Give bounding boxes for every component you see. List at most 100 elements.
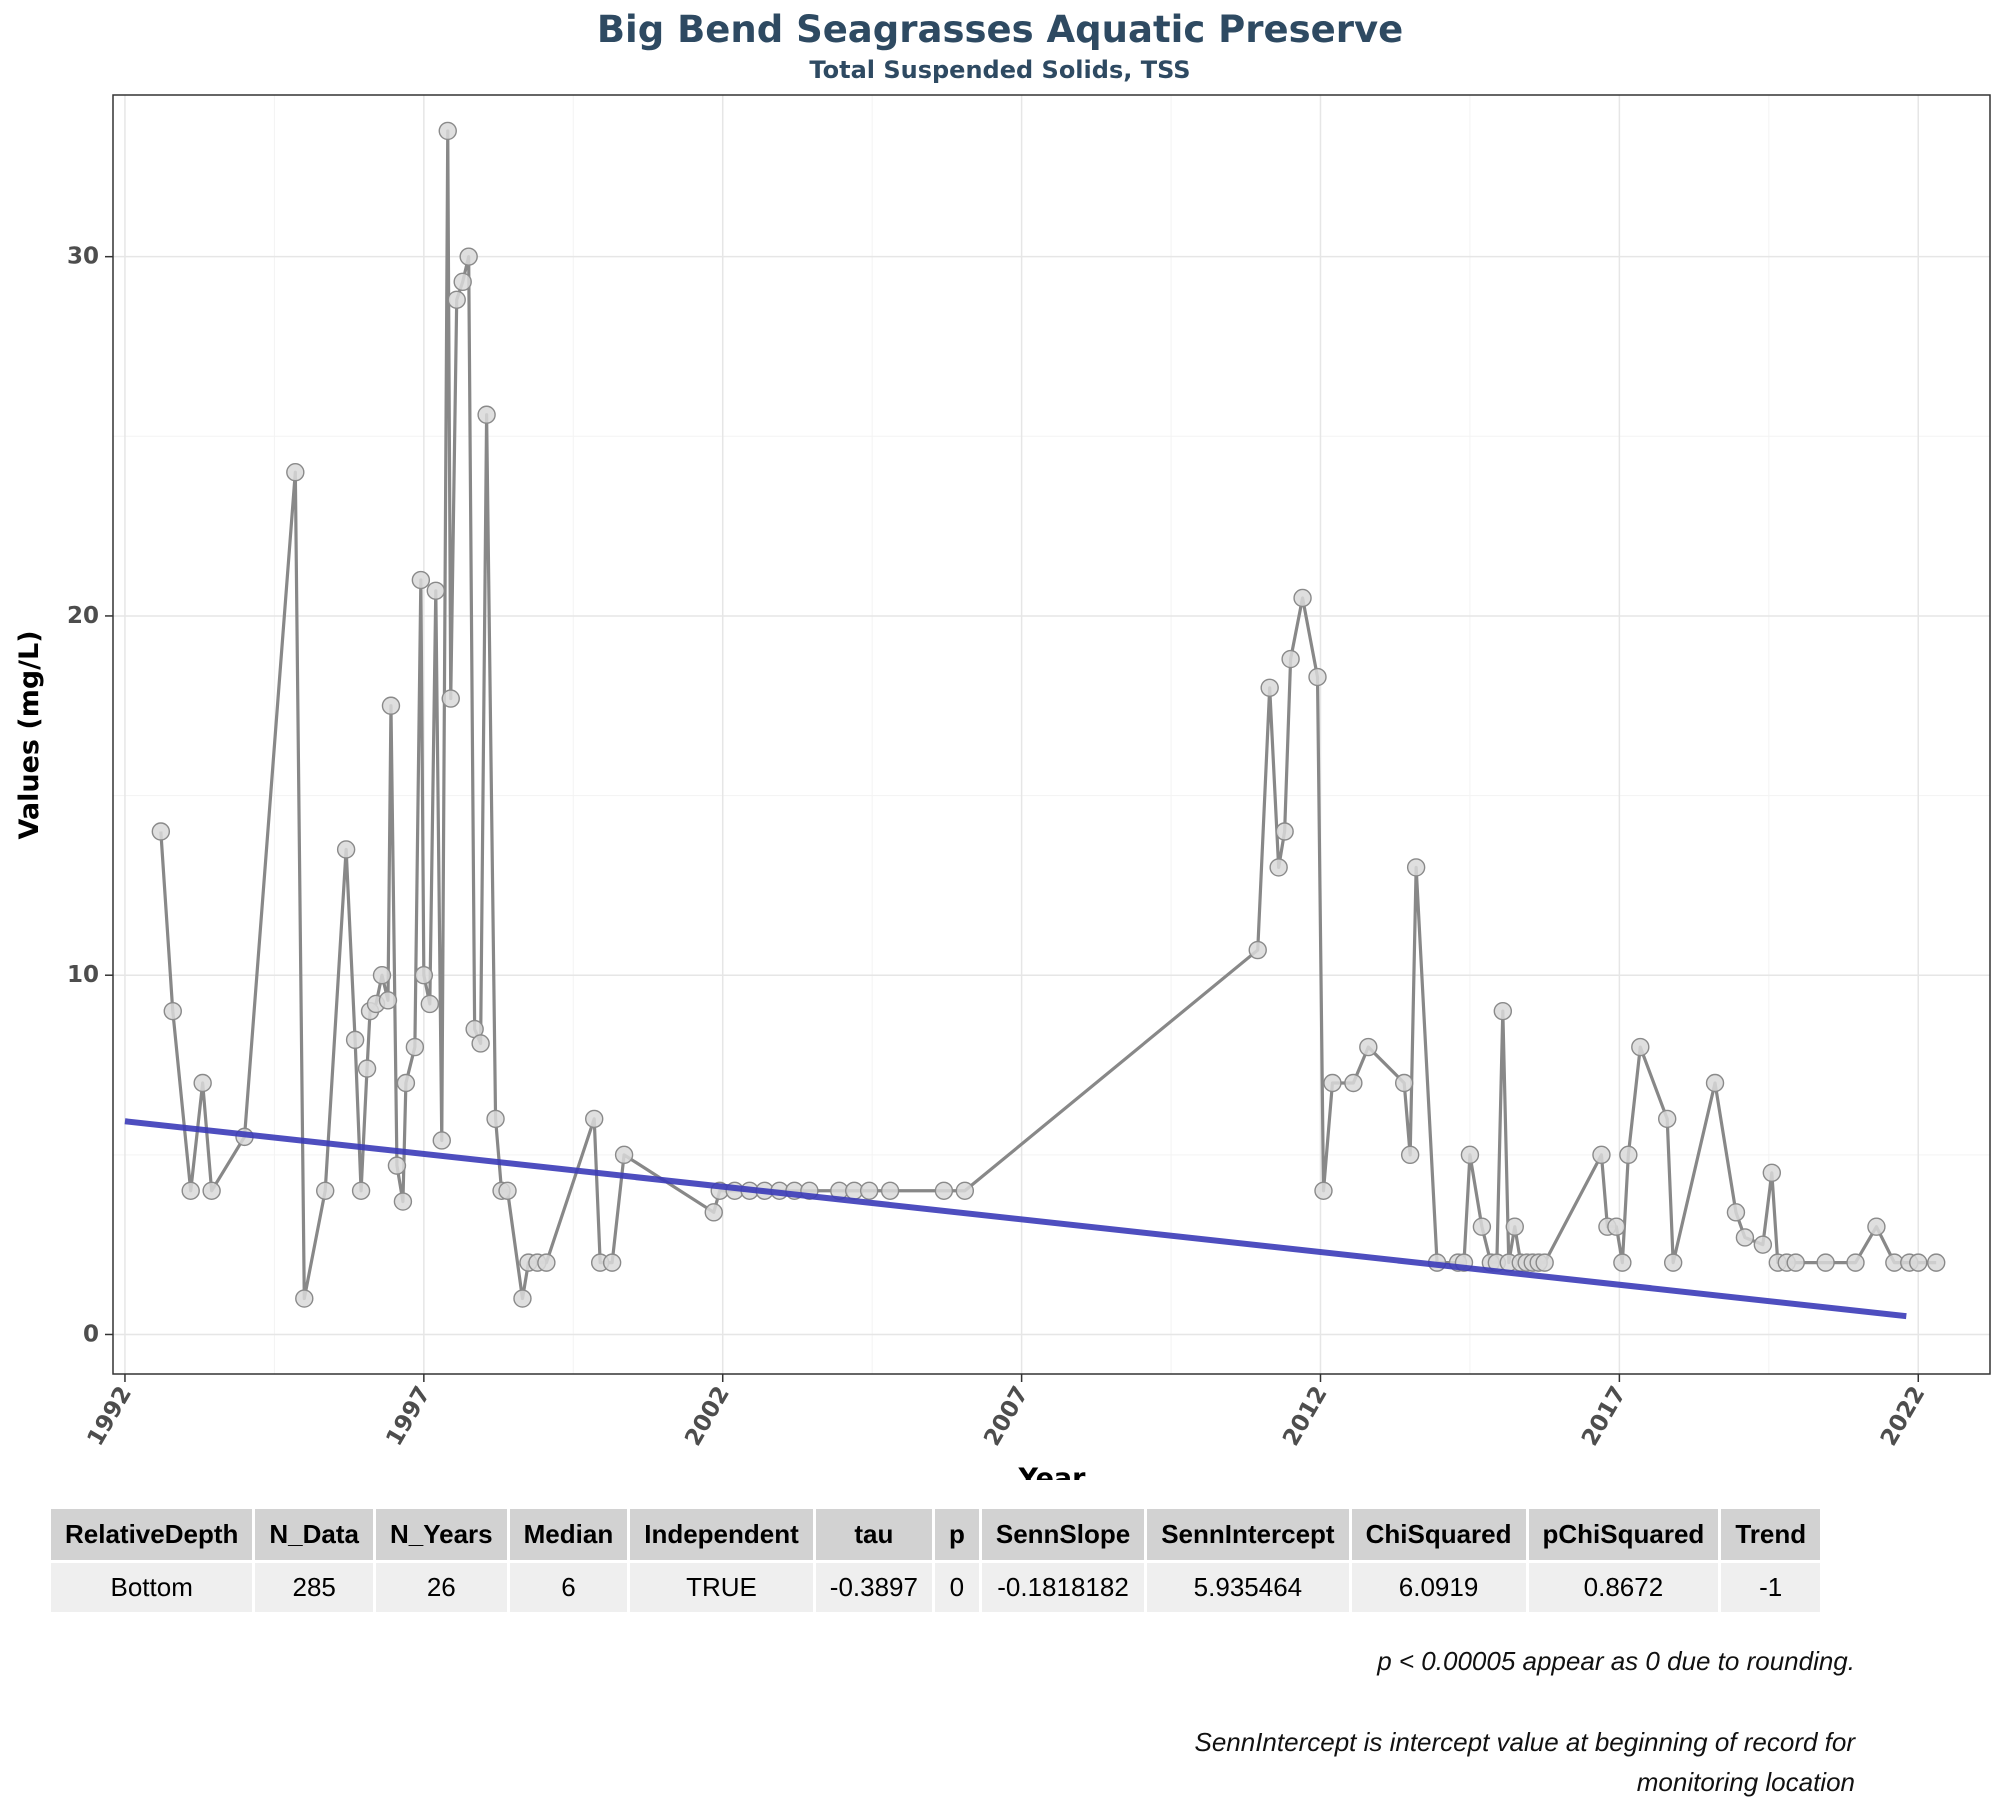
- data-point: [1275, 822, 1294, 841]
- table-header-cell: SennSlope: [980, 1509, 1148, 1563]
- plot-border: [112, 94, 1991, 1375]
- data-point: [1726, 1203, 1746, 1222]
- table-row: Bottom 285 26 6 TRUE -0.3897 0 -0.1818182 5.9354…: [51, 1561, 1824, 1612]
- data-point: [1293, 588, 1312, 608]
- data-point: [1658, 1109, 1677, 1129]
- table-cell: -1: [1719, 1561, 1824, 1612]
- plot-panel: [113, 95, 1990, 1374]
- x-tick-label: 2007: [979, 1382, 1034, 1450]
- y-tick-label: 30: [67, 244, 99, 270]
- data-point: [477, 405, 496, 424]
- data-point: [934, 1181, 954, 1200]
- table-cell: 285: [253, 1561, 376, 1612]
- data-point: [1762, 1163, 1782, 1183]
- grid-lines: [113, 95, 1990, 1374]
- chart-subtitle: Total Suspended Solids, TSS: [809, 56, 1191, 84]
- table-cell: TRUE: [628, 1561, 816, 1612]
- table-header-cell: Median: [508, 1509, 631, 1563]
- data-point: [295, 1289, 314, 1308]
- data-point: [1472, 1217, 1492, 1236]
- table-header-cell: pChiSquared: [1527, 1509, 1722, 1563]
- data-point: [420, 994, 440, 1014]
- data-point: [1867, 1217, 1886, 1236]
- data-point: [372, 966, 392, 985]
- data-point: [486, 1109, 505, 1129]
- data-point: [426, 581, 445, 600]
- chart-title: Big Bend Seagrasses Aquatic Preserve: [596, 8, 1404, 51]
- data-point: [1344, 1073, 1363, 1093]
- data-point: [151, 822, 171, 841]
- table-header-row: RelativeDepth N_Data N_Years Median Independ…: [51, 1509, 1824, 1563]
- data-point: [1248, 940, 1267, 960]
- data-point: [1705, 1073, 1725, 1093]
- data-point: [1663, 1253, 1683, 1272]
- x-tick-label: 2002: [680, 1382, 735, 1450]
- table-header-cell: RelativeDepth: [51, 1509, 256, 1563]
- data-point: [193, 1073, 212, 1093]
- table-cell: 6.0919: [1350, 1561, 1529, 1612]
- x-tick-label: 1992: [83, 1382, 138, 1450]
- footnote-senn-intercept: SennIntercept is intercept value at begi…: [1194, 1727, 1855, 1797]
- data-point: [1735, 1228, 1755, 1247]
- data-point: [1460, 1145, 1480, 1165]
- data-point: [1281, 649, 1300, 669]
- data-point: [1308, 667, 1327, 687]
- data-point: [202, 1181, 221, 1200]
- data-point: [357, 1059, 377, 1078]
- data-point: [1592, 1145, 1611, 1165]
- data-point: [1909, 1253, 1928, 1272]
- data-point: [1786, 1253, 1805, 1272]
- table-header-cell: N_Data: [253, 1509, 376, 1563]
- data-layer: [124, 121, 1946, 1320]
- data-point: [955, 1181, 975, 1200]
- data-point: [1400, 1145, 1420, 1165]
- data-point: [585, 1109, 604, 1129]
- x-tick-label: 1997: [381, 1382, 436, 1450]
- data-point: [432, 1131, 451, 1150]
- data-point: [459, 247, 478, 266]
- table-cell: 26: [374, 1561, 510, 1612]
- data-point: [181, 1181, 200, 1200]
- data-point: [393, 1192, 413, 1211]
- data-point: [438, 121, 457, 141]
- data-point: [378, 991, 398, 1010]
- x-tick-label: 2017: [1577, 1382, 1632, 1450]
- footnote-p-rounding: p < 0.00005 appear as 0 due to rounding.: [1377, 1646, 1855, 1676]
- table-header-cell: p: [933, 1509, 982, 1563]
- table-cell: -0.3897: [814, 1561, 935, 1612]
- table-cell: 0: [933, 1561, 982, 1612]
- table-cell: 5.935464: [1145, 1561, 1352, 1612]
- data-point: [614, 1145, 634, 1165]
- data-point: [498, 1181, 517, 1200]
- data-point: [381, 696, 401, 715]
- data-point: [704, 1203, 723, 1222]
- x-tick-label: 2012: [1278, 1382, 1333, 1450]
- data-point: [163, 1001, 182, 1021]
- data-point: [471, 1034, 490, 1053]
- statistics-table: RelativeDepth N_Data N_Years Median Independ…: [51, 1509, 1824, 1612]
- y-tick-label: 20: [67, 603, 99, 629]
- data-point: [880, 1181, 900, 1200]
- data-point: [1631, 1037, 1650, 1057]
- data-point: [441, 689, 460, 708]
- table-cell: Bottom: [51, 1561, 256, 1612]
- data-point: [1927, 1253, 1946, 1272]
- data-point: [351, 1181, 371, 1200]
- y-tick-label: 10: [67, 962, 99, 988]
- data-point: [1816, 1253, 1835, 1272]
- data-point: [345, 1030, 365, 1050]
- data-point: [1753, 1235, 1773, 1254]
- data-point: [1406, 858, 1426, 877]
- data-point: [447, 290, 466, 309]
- data-point: [1493, 1001, 1513, 1021]
- table-header-cell: Independent: [628, 1509, 816, 1563]
- data-point: [1269, 858, 1288, 877]
- y-axis-label: Values (mg/L): [14, 630, 45, 839]
- chart-plot: 1992 1997 2002 2007 2012 2017 2022 0 10 20 30 Year…: [14, 94, 1991, 1480]
- data-point: [1314, 1181, 1333, 1200]
- data-point: [1505, 1217, 1524, 1236]
- data-point: [1535, 1253, 1554, 1272]
- data-point: [396, 1073, 416, 1093]
- data-point: [1260, 678, 1279, 697]
- table-cell: 6: [508, 1561, 631, 1612]
